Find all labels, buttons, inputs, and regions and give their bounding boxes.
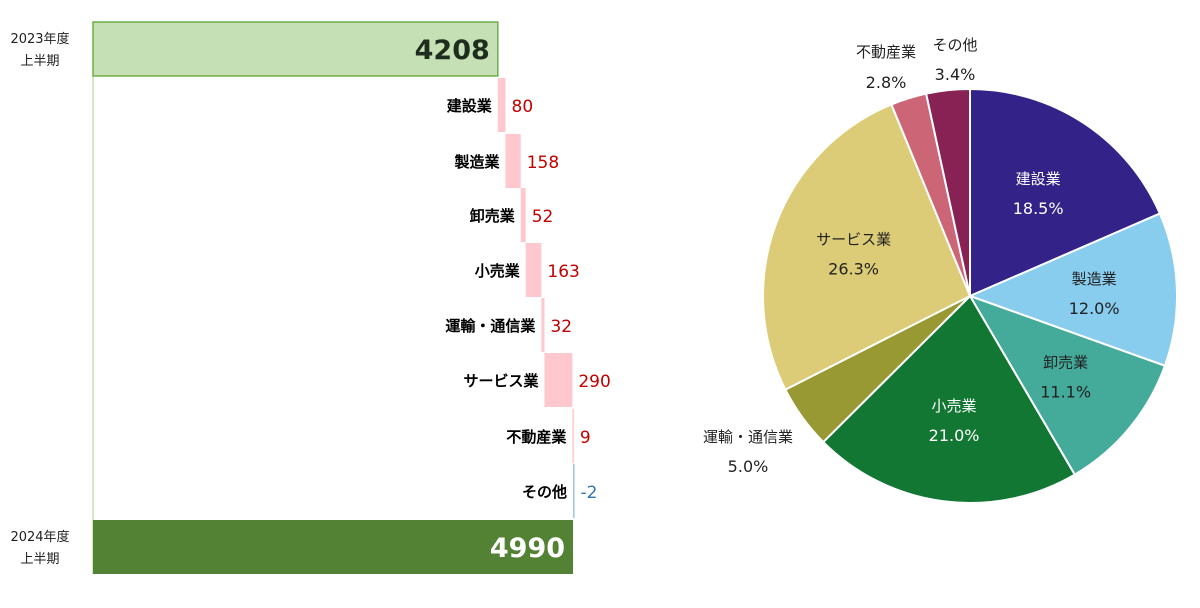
waterfall-category-label-4: 小売業	[475, 262, 521, 280]
waterfall-bar-8	[573, 464, 575, 518]
pie-percent-3: 11.1%	[1040, 382, 1091, 401]
pie-percent-6: 26.3%	[828, 260, 879, 279]
pie-label-4: 小売業	[932, 397, 977, 415]
waterfall-bar-5	[541, 298, 545, 352]
waterfall-category-label-7: 不動産業	[506, 428, 567, 446]
pie-slice-6	[762, 103, 971, 391]
pie-slice-2	[969, 212, 1178, 367]
pie-percent-8: 3.4%	[935, 65, 976, 84]
pie-slice-8	[925, 88, 971, 297]
waterfall-bar-2	[505, 134, 521, 188]
waterfall-category-label-8: その他	[522, 483, 567, 501]
pie-percent-5: 5.0%	[728, 457, 769, 476]
waterfall-category-label-5: 運輸・通信業	[445, 317, 536, 335]
pie-label-6: サービス業	[816, 231, 891, 249]
pie-slice-1	[969, 88, 1161, 297]
waterfall-value-label-4: 163	[547, 262, 579, 282]
waterfall-category-label-1: 建設業	[447, 97, 493, 115]
waterfall-bar-7	[572, 409, 574, 463]
waterfall-category-label-2: 製造業	[453, 153, 500, 171]
pie-slice-4	[822, 295, 1076, 504]
end-total-value: 4990	[490, 533, 565, 564]
pie-percent-7: 2.8%	[866, 73, 907, 92]
end-period-label-line2: 上半期	[20, 552, 59, 567]
start-total-bar	[92, 21, 499, 77]
waterfall-value-label-7: 9	[580, 428, 591, 448]
end-total-bar	[93, 520, 574, 574]
end-period-label-line1: 2024年度	[10, 529, 69, 545]
pie-label-1: 建設業	[1016, 170, 1061, 188]
waterfall-value-label-5: 32	[550, 317, 572, 337]
pie-label-2: 製造業	[1072, 270, 1117, 288]
waterfall-category-label-3: 卸売業	[470, 207, 516, 225]
waterfall-value-label-6: 290	[578, 372, 610, 392]
start-period-label-line2: 上半期	[20, 54, 59, 69]
pie-label-5: 運輸・通信業	[703, 428, 793, 446]
waterfall-bar-3	[520, 188, 526, 242]
start-total-value: 4208	[415, 35, 490, 66]
pie-percent-4: 21.0%	[929, 426, 980, 445]
waterfall-bar-4	[525, 243, 542, 297]
pie-label-7: 不動産業	[856, 43, 916, 61]
waterfall-value-label-3: 52	[532, 207, 554, 227]
pie-chart: 建設業 18.5% 製造業 12.0% 卸売業 11.1% 小売業 21.0% 運輸・通信業 5.…	[703, 36, 1178, 504]
pie-label-3: 卸売業	[1043, 353, 1088, 371]
pie-slice-3	[969, 295, 1166, 476]
waterfall-bar-1	[497, 78, 506, 132]
waterfall-value-label-1: 80	[512, 97, 534, 117]
waterfall-category-label-6: サービス業	[463, 372, 539, 390]
pie-percent-1: 18.5%	[1013, 199, 1064, 218]
pie-label-8: その他	[932, 36, 977, 54]
waterfall-value-label-8: -2	[581, 483, 598, 503]
pie-percent-2: 12.0%	[1069, 299, 1120, 318]
start-period-label-line1: 2023年度	[10, 31, 69, 47]
waterfall-value-label-2: 158	[527, 153, 559, 173]
waterfall-bar-6	[544, 353, 573, 407]
